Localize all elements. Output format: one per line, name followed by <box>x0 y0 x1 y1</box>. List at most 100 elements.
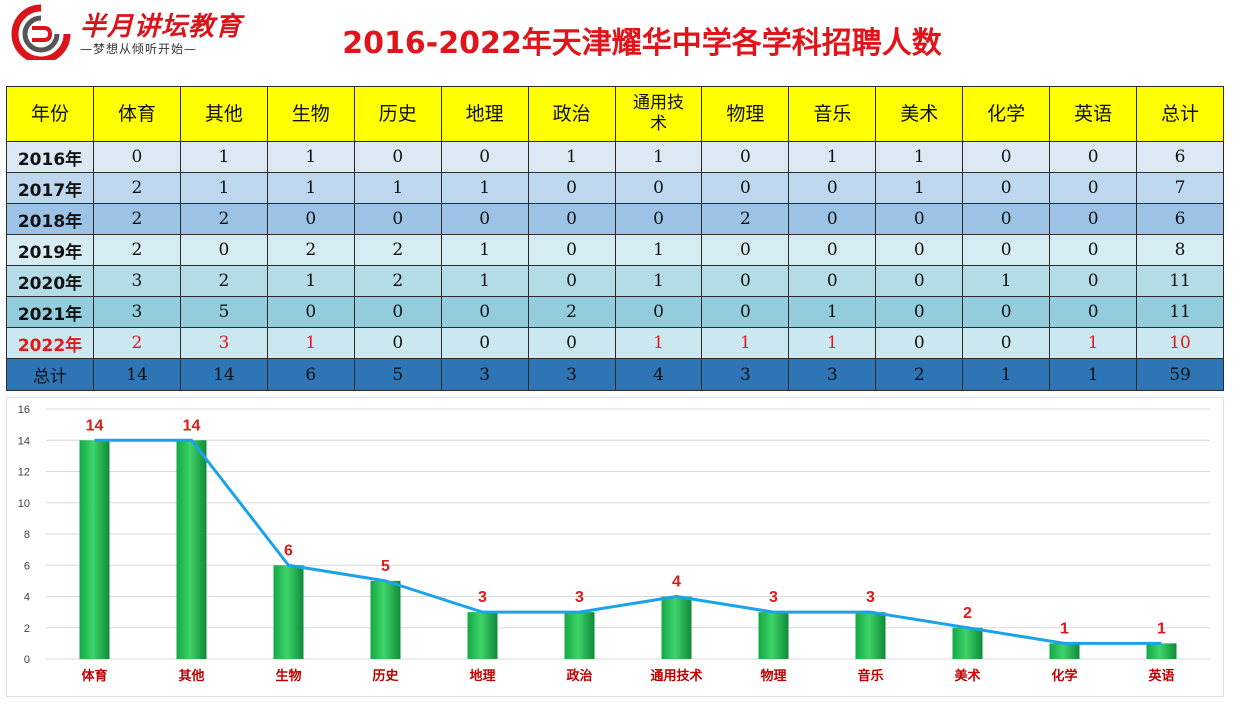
table-row: 2018年 2 2 0 0 0 0 0 2 0 0 0 0 6 <box>6 203 1224 235</box>
table-cell: 1 <box>440 265 529 297</box>
table-row: 2020年 3 2 1 2 1 0 1 0 0 0 1 0 11 <box>6 265 1224 297</box>
chart-area: 0 2 4 6 8 10 12 14 16 14 14 6 5 3 3 4 3 3 2 1 1 体育 其他 生物 历史 地理 政治 通… <box>6 397 1224 697</box>
table-cell: 0 <box>962 296 1051 328</box>
table-cell: 1 <box>614 265 703 297</box>
table-cell: 2 <box>701 203 790 235</box>
table-cell: 1 <box>701 327 790 359</box>
header-cell: 生物 <box>266 86 355 142</box>
table-cell: 1 <box>266 141 355 173</box>
table-cell: 1 <box>440 172 529 204</box>
recruitment-table: 年份 体育 其他 生物 历史 地理 政治 通用技术 物理 音乐 美术 化学 英语 总计 2016年 0 1 1 0… <box>6 86 1224 391</box>
table-cell: 3 <box>93 296 181 328</box>
header-cell: 地理 <box>440 86 529 142</box>
table-cell: 8 <box>1136 234 1224 266</box>
table-cell: 0 <box>962 327 1051 359</box>
table-cell: 1 <box>440 234 529 266</box>
table-cell: 1 <box>788 327 877 359</box>
table-cell: 1 <box>179 172 268 204</box>
bar <box>176 440 207 659</box>
table-cell: 0 <box>440 141 529 173</box>
total-cell: 14 <box>179 358 268 391</box>
table-header-row: 年份 体育 其他 生物 历史 地理 政治 通用技术 物理 音乐 美术 化学 英语 总计 <box>6 86 1224 142</box>
table-cell: 11 <box>1136 296 1224 328</box>
table-cell: 0 <box>962 141 1051 173</box>
header-cell: 年份 <box>6 86 94 142</box>
table-cell: 10 <box>1136 327 1224 359</box>
total-cell: 3 <box>788 358 877 391</box>
data-label: 3 <box>575 589 584 606</box>
x-category-label: 物理 <box>760 668 786 684</box>
table-cell: 0 <box>527 234 616 266</box>
data-label: 1 <box>1060 620 1069 637</box>
table-cell: 0 <box>1049 203 1138 235</box>
total-cell: 3 <box>701 358 790 391</box>
table-cell: 0 <box>93 141 181 173</box>
table-cell: 0 <box>353 141 442 173</box>
table-cell: 0 <box>440 203 529 235</box>
table-cell: 11 <box>1136 265 1224 297</box>
table-cell: 0 <box>701 234 790 266</box>
table-cell: 5 <box>179 296 268 328</box>
y-tick-label: 6 <box>24 560 30 572</box>
table-cell: 0 <box>788 172 877 204</box>
table-cell: 2 <box>93 203 181 235</box>
table-cell: 0 <box>353 296 442 328</box>
table-cell: 0 <box>266 203 355 235</box>
table-cell: 0 <box>875 203 964 235</box>
x-category-label: 音乐 <box>857 668 883 684</box>
total-cell: 59 <box>1136 358 1224 391</box>
table-cell: 0 <box>440 296 529 328</box>
header-cell: 政治 <box>527 86 616 142</box>
table-cell: 0 <box>266 296 355 328</box>
total-label: 总计 <box>6 358 94 391</box>
y-tick-label: 4 <box>24 592 30 604</box>
table-cell: 1 <box>875 172 964 204</box>
table-cell: 0 <box>614 203 703 235</box>
table-cell: 0 <box>701 296 790 328</box>
table-cell: 1 <box>788 296 877 328</box>
table-cell: 0 <box>353 203 442 235</box>
total-cell: 1 <box>1049 358 1138 391</box>
year-cell: 2018年 <box>6 203 94 235</box>
year-cell: 2017年 <box>6 172 94 204</box>
table-cell: 0 <box>788 265 877 297</box>
y-tick-label: 14 <box>18 435 30 447</box>
table-cell: 0 <box>1049 234 1138 266</box>
header-cell: 通用技术 <box>614 86 703 142</box>
x-category-label: 化学 <box>1051 668 1077 684</box>
table-cell: 0 <box>353 327 442 359</box>
table-cell: 2 <box>93 172 181 204</box>
bar <box>467 612 498 659</box>
year-cell: 2016年 <box>6 141 94 173</box>
y-tick-label: 8 <box>24 529 30 541</box>
table-cell: 2 <box>93 234 181 266</box>
logo-subtitle: —梦想从倾听开始— <box>80 42 198 56</box>
header-cell: 总计 <box>1136 86 1224 142</box>
y-tick-label: 12 <box>18 467 30 479</box>
table-cell: 0 <box>875 296 964 328</box>
table-cell: 0 <box>614 296 703 328</box>
bar <box>661 596 692 659</box>
table-cell: 0 <box>701 141 790 173</box>
bar <box>564 612 595 659</box>
bar <box>273 565 304 659</box>
table-cell: 0 <box>962 234 1051 266</box>
data-label: 3 <box>866 589 875 606</box>
header-cell: 体育 <box>93 86 181 142</box>
table-cell: 1 <box>266 327 355 359</box>
table-cell: 0 <box>962 203 1051 235</box>
table-cell: 1 <box>962 265 1051 297</box>
table-row: 2021年 3 5 0 0 0 2 0 0 1 0 0 0 11 <box>6 296 1224 328</box>
table-cell: 1 <box>614 327 703 359</box>
table-cell: 0 <box>875 327 964 359</box>
logo-mark-icon <box>11 4 71 60</box>
x-category-label: 生物 <box>275 668 301 684</box>
table-cell: 1 <box>266 172 355 204</box>
x-category-label: 地理 <box>469 668 495 684</box>
header-cell: 物理 <box>701 86 790 142</box>
bar <box>1049 643 1080 659</box>
table-cell: 0 <box>1049 296 1138 328</box>
data-label: 3 <box>478 589 487 606</box>
total-cell: 3 <box>527 358 616 391</box>
table-cell: 1 <box>353 172 442 204</box>
